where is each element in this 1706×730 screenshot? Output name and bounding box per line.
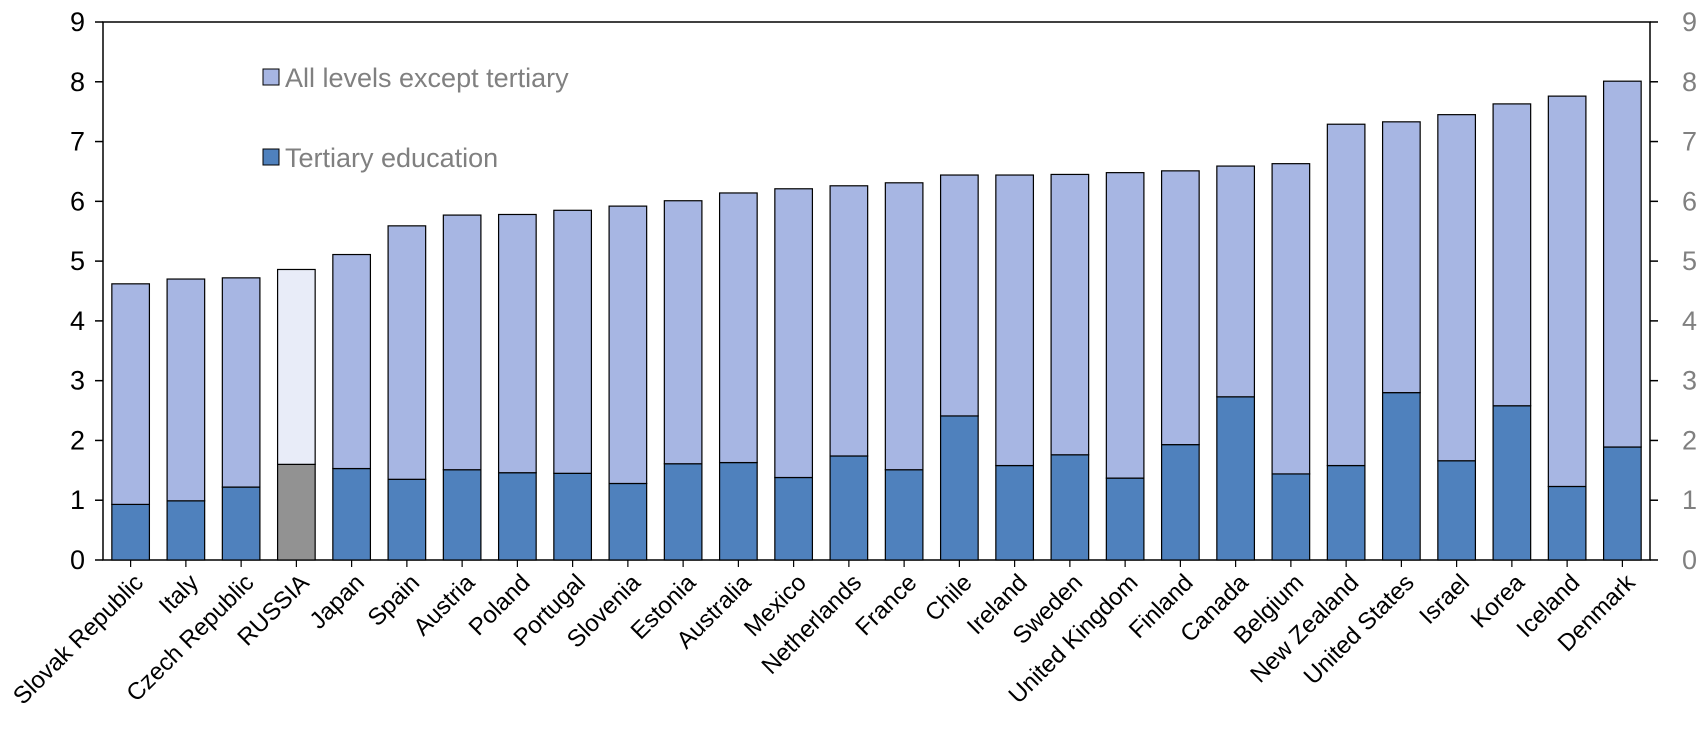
y-tick-label-right: 7 [1682,127,1697,157]
bar-non-tertiary-belgium [1271,163,1311,475]
legend-swatch [262,68,280,86]
bar-non-tertiary-korea [1492,103,1532,407]
bar-tertiary-new-zealand [1326,464,1366,561]
bar-tertiary-denmark [1602,446,1642,561]
bar-non-tertiary-mexico [774,188,814,479]
right-y-axis: 0 1 2 3 4 5 6 7 8 9 [1650,7,1697,575]
bar-tertiary-mexico [774,476,814,561]
x-tick-label: Austria [408,569,480,641]
bar-non-tertiary-italy [166,278,206,502]
bar-non-tertiary-poland [497,213,537,474]
bar-non-tertiary-austria [442,214,482,471]
y-tick-label-left: 4 [70,306,85,336]
bar-non-tertiary-australia [718,192,758,464]
x-tick-label: Japan [305,569,370,634]
bar-tertiary-sweden [1050,454,1090,561]
bar-tertiary-poland [497,472,537,561]
bar-non-tertiary-japan [332,253,372,470]
bar-non-tertiary-denmark [1602,80,1642,448]
legend-label: Tertiary education [285,143,498,173]
bar-non-tertiary-czech-republic [221,277,261,488]
y-tick-label-left: 1 [70,485,85,515]
bar-non-tertiary-canada [1216,165,1256,398]
y-tick-label-right: 3 [1682,366,1697,396]
bar-tertiary-iceland [1547,485,1587,561]
y-tick-label-left: 7 [70,127,85,157]
bar-non-tertiary-france [884,182,924,471]
bar-tertiary-korea [1492,405,1532,561]
legend: All levels except tertiary Tertiary educa… [262,63,569,173]
bar-tertiary-estonia [663,463,703,561]
bar-tertiary-slovenia [608,482,648,561]
y-tick-label-left: 5 [70,246,85,276]
bar-tertiary-united-kingdom [1105,477,1145,561]
bar-tertiary-belgium [1271,473,1311,561]
bar-tertiary-austria [442,469,482,561]
bar-non-tertiary-estonia [663,200,703,465]
plot-frame [102,21,1651,561]
bar-non-tertiary-spain [387,225,427,480]
bar-non-tertiary-slovenia [608,205,648,485]
left-y-axis: 0 1 2 3 4 5 6 7 8 9 [70,7,103,575]
bar-tertiary-italy [166,500,206,561]
bar-non-tertiary-netherlands [829,185,869,457]
bar-non-tertiary-slovak-republic [111,283,151,506]
y-tick-label-left: 3 [70,366,85,396]
bar-tertiary-finland [1160,444,1200,561]
bar-tertiary-portugal [553,472,593,561]
bar-non-tertiary-united-states [1381,121,1421,394]
bar-tertiary-slovak-republic [111,503,151,561]
y-tick-label-right: 1 [1682,485,1697,515]
bar-non-tertiary-sweden [1050,173,1090,456]
bar-non-tertiary-iceland [1547,95,1587,488]
y-tick-label-left: 2 [70,425,85,455]
y-tick-label-left: 8 [70,67,85,97]
y-tick-label-left: 9 [70,7,85,37]
bar-non-tertiary-ireland [995,174,1035,467]
bar-tertiary-canada [1216,396,1256,561]
bar-tertiary-czech-republic [221,486,261,561]
bar-non-tertiary-chile [939,174,979,417]
bar-non-tertiary-russia [276,268,316,465]
y-tick-label-right: 2 [1682,425,1697,455]
y-tick-label-right: 5 [1682,246,1697,276]
bar-tertiary-ireland [995,464,1035,561]
y-tick-label-right: 0 [1682,545,1697,575]
legend-label: All levels except tertiary [285,63,569,93]
bar-non-tertiary-finland [1160,170,1200,446]
bar-tertiary-australia [718,461,758,561]
bars [111,80,1642,561]
bar-non-tertiary-new-zealand [1326,123,1366,467]
bar-tertiary-france [884,469,924,561]
bar-non-tertiary-israel [1437,114,1477,462]
y-tick-label-right: 6 [1682,186,1697,216]
y-tick-label-right: 9 [1682,7,1697,37]
x-tick-label: France [850,569,922,641]
bar-tertiary-chile [939,415,979,561]
y-tick-label-left: 6 [70,186,85,216]
bar-tertiary-netherlands [829,455,869,561]
bar-tertiary-japan [332,467,372,561]
legend-swatch [262,148,280,166]
bar-non-tertiary-united-kingdom [1105,172,1145,479]
bar-tertiary-israel [1437,460,1477,561]
bar-tertiary-russia [276,463,316,561]
bar-tertiary-spain [387,478,427,561]
y-tick-label-right: 4 [1682,306,1697,336]
bar-tertiary-united-states [1381,392,1421,561]
y-tick-label-left: 0 [70,545,85,575]
bar-non-tertiary-portugal [553,209,593,474]
y-tick-label-right: 8 [1682,67,1697,97]
x-tick-label: Israel [1414,569,1475,630]
